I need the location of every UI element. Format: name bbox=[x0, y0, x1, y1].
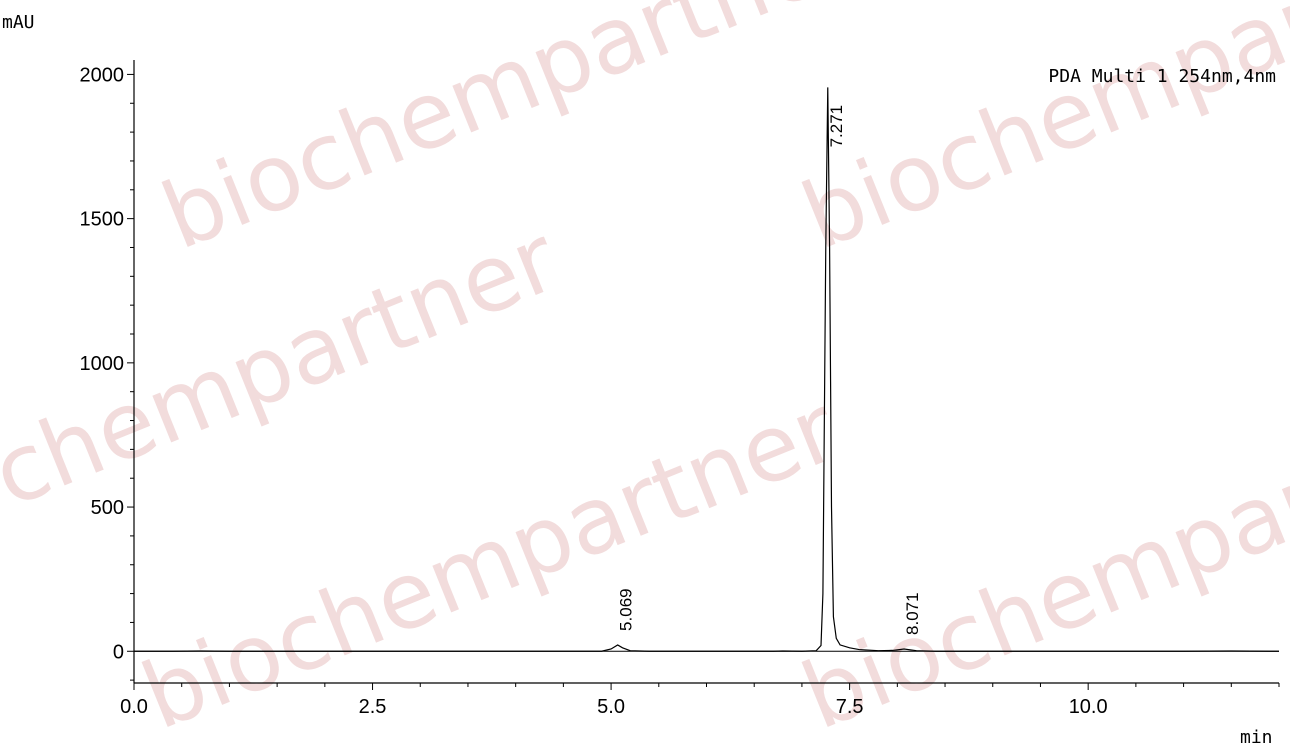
peak-label: 8.071 bbox=[903, 592, 922, 635]
y-tick-label: 1000 bbox=[80, 353, 125, 375]
x-tick-label: 0.0 bbox=[120, 696, 148, 718]
x-tick-label: 2.5 bbox=[359, 696, 387, 718]
x-tick-label: 10.0 bbox=[1069, 696, 1108, 718]
chromatogram-trace bbox=[134, 87, 1280, 652]
x-axis-label: min bbox=[1240, 727, 1273, 747]
y-tick-label: 500 bbox=[91, 497, 124, 519]
y-tick-label: 1500 bbox=[80, 209, 125, 231]
peak-label: 7.271 bbox=[827, 105, 846, 148]
peak-label: 5.069 bbox=[617, 588, 636, 631]
trace-group bbox=[134, 87, 1280, 652]
x-tick-label: 7.5 bbox=[836, 696, 864, 718]
watermark-text: biochempartner bbox=[788, 0, 1290, 270]
y-tick-label: 0 bbox=[113, 641, 124, 663]
watermark-text: biochempartner bbox=[788, 375, 1290, 747]
ticks-group: 0 500 1000 1500 2000 0.0 2.5 5.0 7.5 10.0 bbox=[80, 64, 1280, 718]
peak-labels-group: 5.069 7.271 8.071 bbox=[617, 105, 922, 635]
y-tick-label: 2000 bbox=[80, 64, 125, 86]
legend-label: PDA Multi 1 254nm,4nm bbox=[1048, 66, 1276, 87]
x-tick-label: 5.0 bbox=[597, 696, 625, 718]
y-axis-label: mAU bbox=[2, 12, 35, 33]
